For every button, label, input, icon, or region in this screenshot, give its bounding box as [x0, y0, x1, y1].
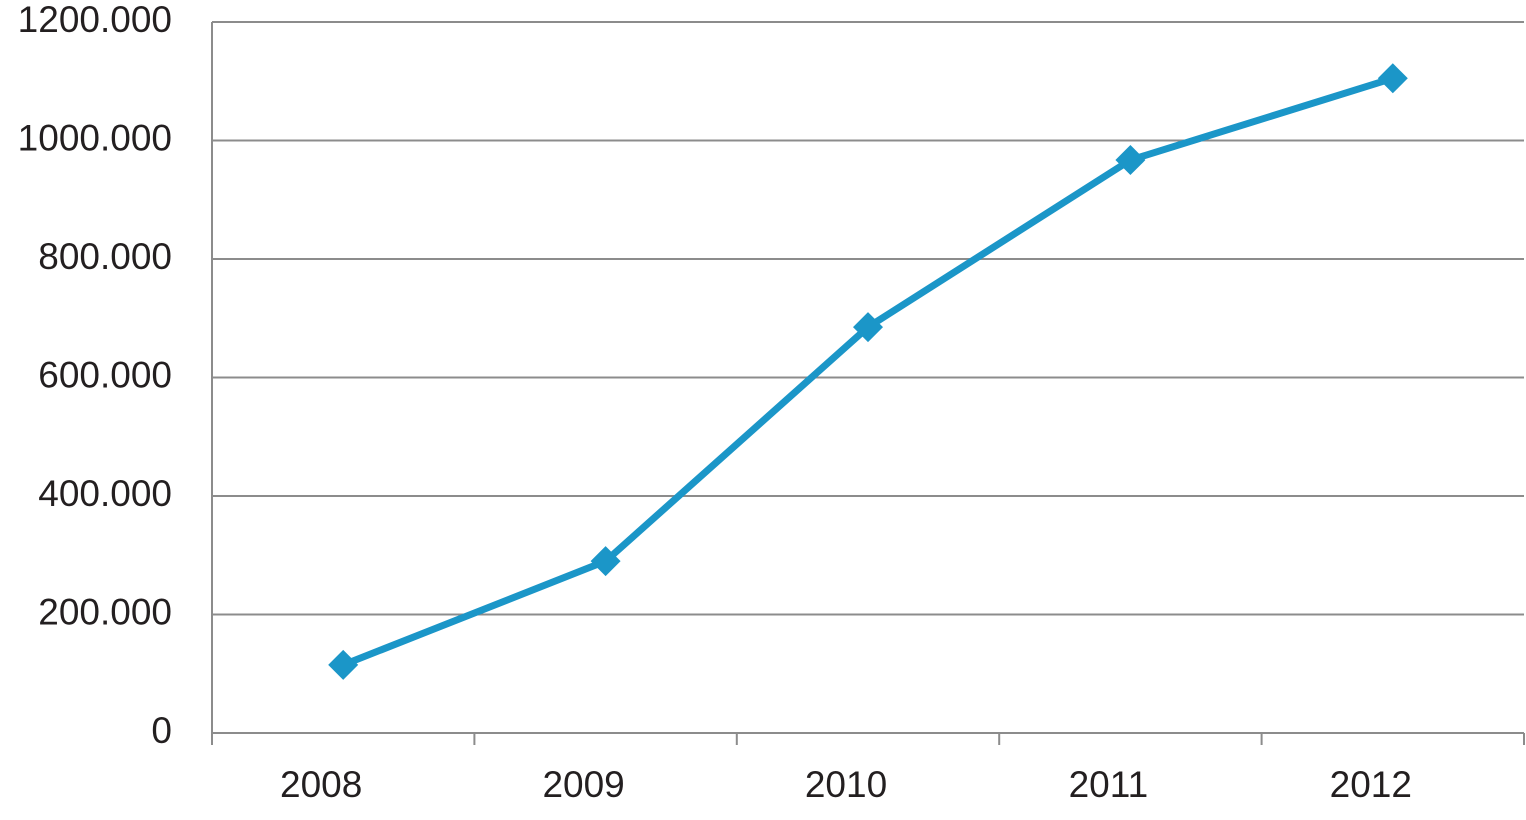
- x-tick-label: 2010: [805, 764, 887, 805]
- data-marker: [328, 649, 359, 680]
- x-tick-label: 2012: [1330, 764, 1412, 805]
- y-tick-label: 200.000: [38, 591, 172, 632]
- x-tick-label: 2008: [280, 764, 362, 805]
- y-tick-label: 1000.000: [18, 117, 172, 158]
- data-marker: [853, 312, 883, 343]
- data-marker: [1115, 145, 1146, 176]
- data-marker: [1377, 63, 1408, 94]
- y-tick-label: 0: [151, 710, 172, 751]
- data-line: [341, 74, 1394, 669]
- y-tick-label: 600.000: [38, 354, 172, 395]
- x-tick-label: 2011: [1069, 764, 1149, 805]
- data-marker: [590, 546, 621, 577]
- y-tick-label: 400.000: [38, 473, 172, 514]
- x-tick-label: 2009: [542, 764, 624, 805]
- y-tick-label: 1200.000: [18, 0, 172, 40]
- y-tick-label: 800.000: [38, 236, 172, 277]
